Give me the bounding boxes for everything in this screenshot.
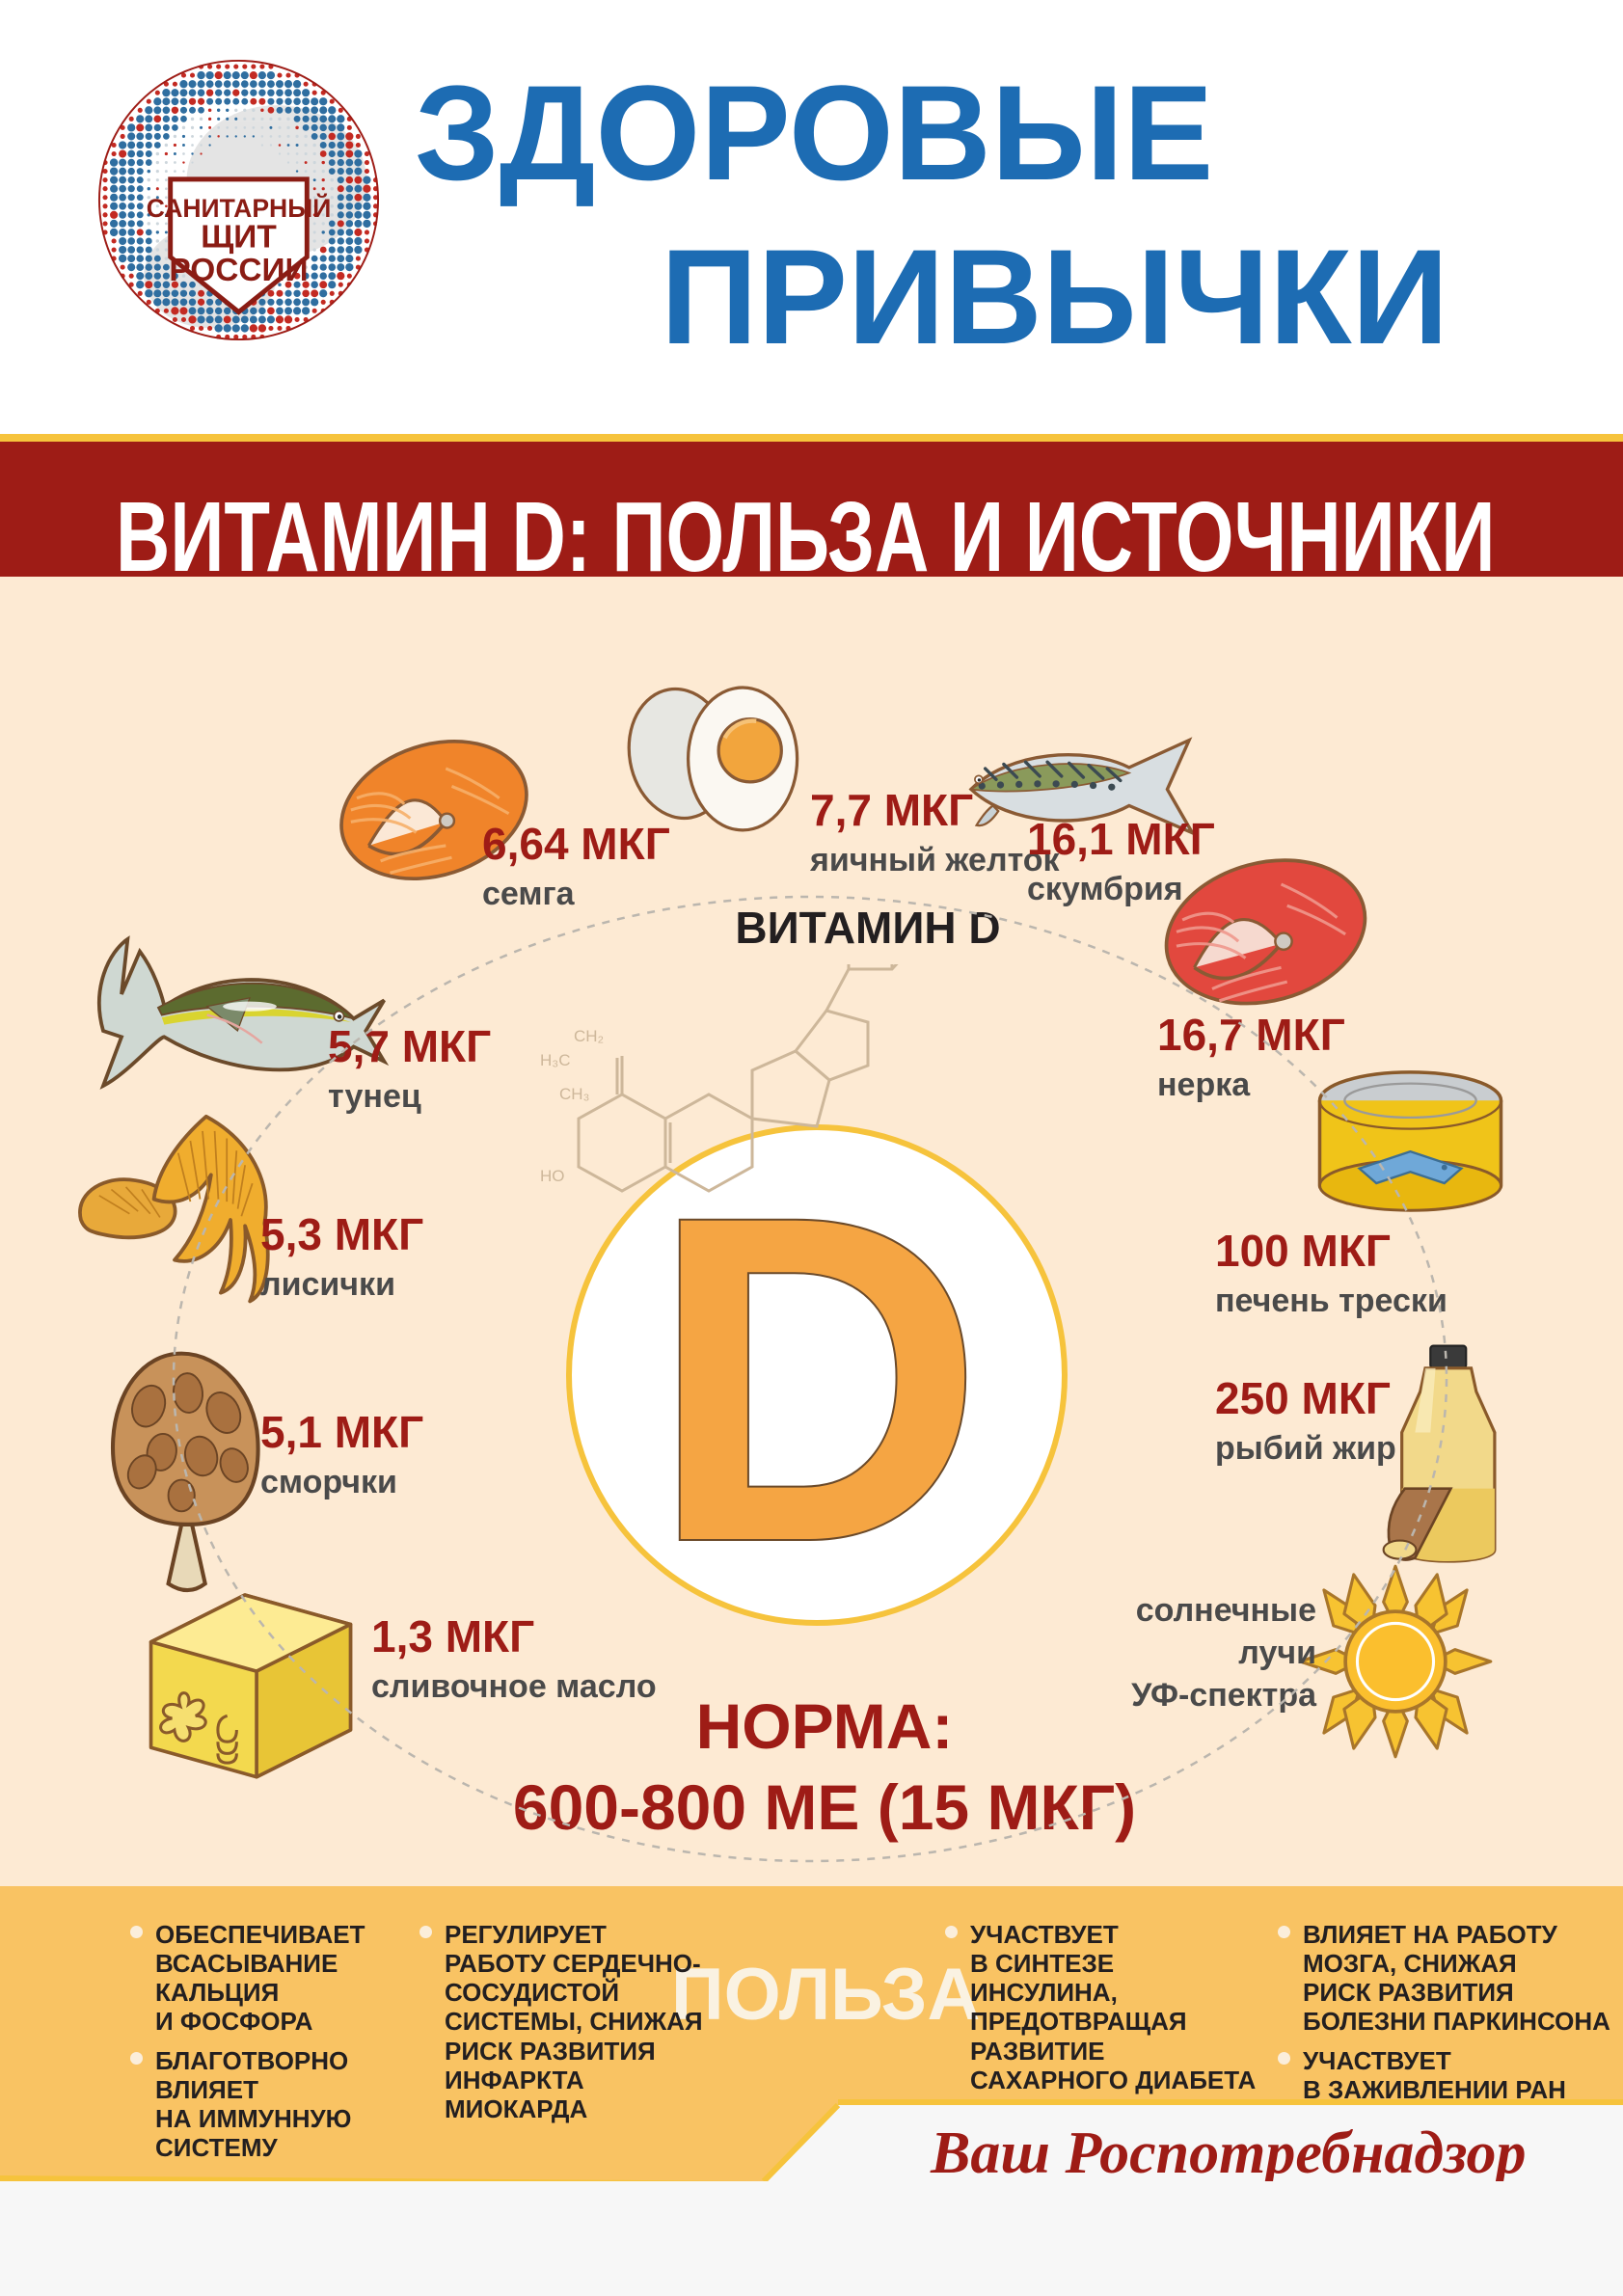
svg-text:ЩИТ: ЩИТ [201,220,277,256]
svg-text:РОССИИ: РОССИИ [169,253,308,288]
